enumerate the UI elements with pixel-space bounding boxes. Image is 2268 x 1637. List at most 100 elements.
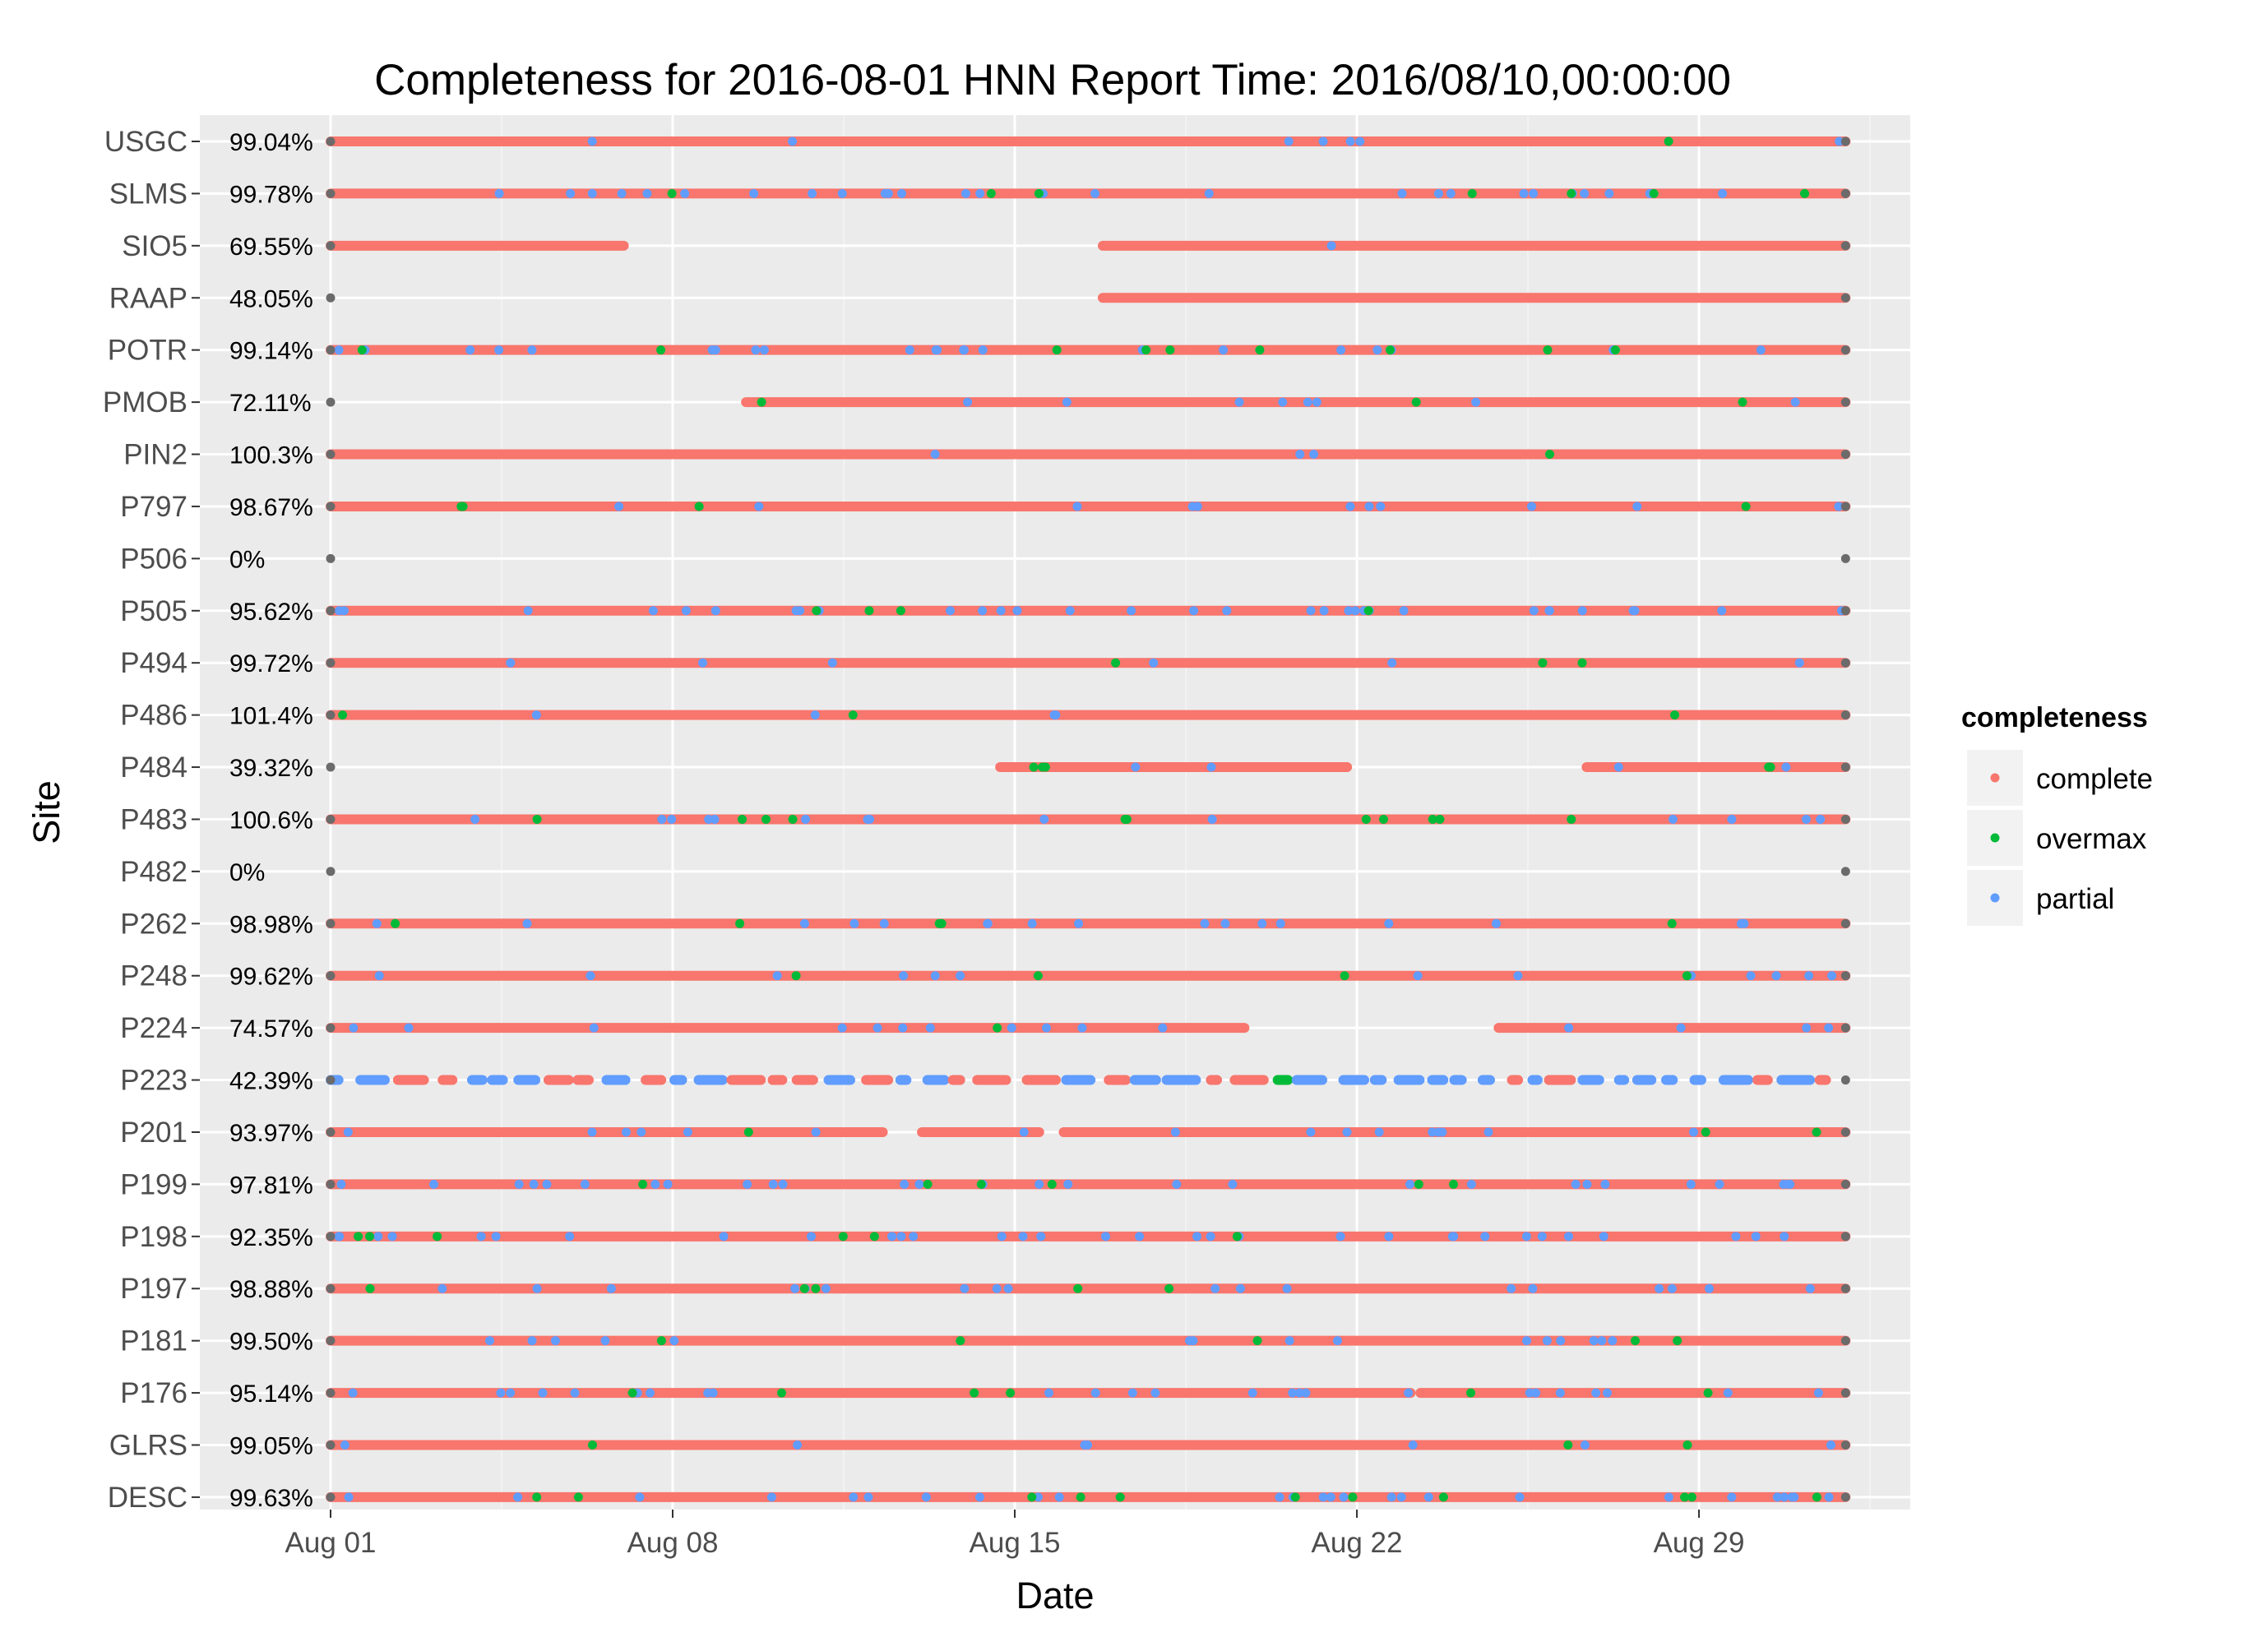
point-overmax <box>1738 397 1747 407</box>
point-partial <box>1756 345 1766 355</box>
point-overmax <box>1029 762 1039 772</box>
point-partial <box>513 1492 523 1502</box>
point-partial <box>374 971 384 981</box>
point-partial <box>496 1388 506 1398</box>
point-start <box>326 136 336 146</box>
x-axis-ticks: Aug 01 Aug 08 Aug 15 Aug 22 Aug 29 <box>285 1510 1745 1559</box>
point-partial <box>1288 1388 1298 1398</box>
point-start <box>326 450 336 460</box>
percent-label: 97.81% <box>229 1172 313 1199</box>
point-partial <box>1034 1492 1043 1502</box>
point-partial <box>587 1127 597 1137</box>
chart-title: Completeness for 2016-08-01 HNN Report T… <box>374 56 1731 104</box>
percent-label: 99.04% <box>229 129 313 156</box>
point-partial <box>334 1232 344 1242</box>
legend: completeness complete overmax partial <box>1961 702 2153 926</box>
point-partial <box>1826 1440 1835 1450</box>
point-end <box>1840 1179 1850 1189</box>
y-tick-label: P494 <box>120 647 187 679</box>
point-partial <box>1309 450 1318 460</box>
point-overmax <box>1812 1127 1821 1137</box>
point-partial <box>348 1388 358 1398</box>
legend-label-complete: complete <box>2036 763 2153 795</box>
point-overmax <box>1348 1492 1358 1502</box>
point-partial <box>1805 1283 1815 1293</box>
point-partial <box>1827 971 1837 981</box>
point-partial <box>1376 502 1386 511</box>
point-partial <box>1556 1336 1566 1346</box>
point-overmax <box>1567 814 1576 824</box>
point-end <box>1840 136 1850 146</box>
point-partial <box>1655 1283 1664 1293</box>
point-partial <box>476 1232 486 1242</box>
point-partial <box>849 1492 859 1502</box>
point-overmax <box>956 1336 965 1346</box>
point-partial <box>1077 1023 1087 1033</box>
point-partial <box>1781 762 1791 772</box>
percent-label: 95.62% <box>229 599 313 626</box>
y-tick-label: P201 <box>120 1117 187 1149</box>
point-overmax <box>1290 1492 1300 1502</box>
point-overmax <box>1361 814 1371 824</box>
point-overmax <box>1435 814 1445 824</box>
point-overmax <box>1680 1492 1690 1502</box>
point-partial <box>622 1127 631 1137</box>
point-partial <box>514 1179 524 1189</box>
point-partial <box>1284 136 1294 146</box>
point-partial <box>340 1440 349 1450</box>
point-partial <box>1345 136 1355 146</box>
point-partial <box>1751 1232 1761 1242</box>
point-partial <box>749 188 759 198</box>
y-tick-label: P248 <box>120 960 187 992</box>
point-partial <box>975 188 985 198</box>
site-row-p483 <box>326 814 1851 825</box>
point-partial <box>1204 188 1214 198</box>
point-start <box>326 1179 336 1189</box>
point-partial <box>1222 606 1232 616</box>
y-tick-label: P484 <box>120 751 187 784</box>
point-overmax <box>1252 1336 1262 1346</box>
point-partial <box>1790 397 1800 407</box>
point-partial <box>1492 918 1501 928</box>
point-end <box>1840 867 1850 876</box>
point-partial <box>1515 1492 1525 1502</box>
point-start <box>326 971 336 981</box>
point-end <box>1840 188 1850 198</box>
point-partial <box>909 1232 919 1242</box>
point-partial <box>1544 606 1554 616</box>
point-start <box>326 188 336 198</box>
point-partial <box>898 1023 908 1033</box>
point-overmax <box>896 606 905 616</box>
point-partial <box>349 1023 359 1033</box>
point-partial <box>1284 1336 1294 1346</box>
point-overmax <box>923 1179 933 1189</box>
point-partial <box>635 1492 645 1502</box>
percent-label: 99.78% <box>229 181 313 208</box>
point-end <box>1840 1075 1850 1085</box>
point-overmax <box>1543 345 1553 355</box>
point-partial <box>807 1232 816 1242</box>
point-partial <box>506 1388 516 1398</box>
percent-label: 99.50% <box>229 1329 313 1356</box>
point-start <box>326 502 336 511</box>
point-partial <box>1397 188 1407 198</box>
point-partial <box>1386 1492 1396 1502</box>
percent-label: 99.62% <box>229 964 313 991</box>
y-tick-label: P199 <box>120 1168 187 1200</box>
point-partial <box>1527 502 1536 511</box>
site-row-p482 <box>326 867 1850 876</box>
percent-label: 74.57% <box>229 1015 313 1043</box>
point-partial <box>589 1023 599 1033</box>
point-partial <box>914 1179 924 1189</box>
point-start <box>326 1283 336 1293</box>
point-start <box>326 1492 336 1502</box>
point-partial <box>1405 1179 1414 1189</box>
point-partial <box>1235 1283 1245 1293</box>
point-overmax <box>993 1023 1002 1033</box>
point-partial <box>681 606 691 616</box>
point-partial <box>642 188 652 198</box>
point-partial <box>1172 1179 1182 1189</box>
point-partial <box>1513 971 1523 981</box>
point-partial <box>429 1179 438 1189</box>
point-overmax <box>1379 814 1388 824</box>
